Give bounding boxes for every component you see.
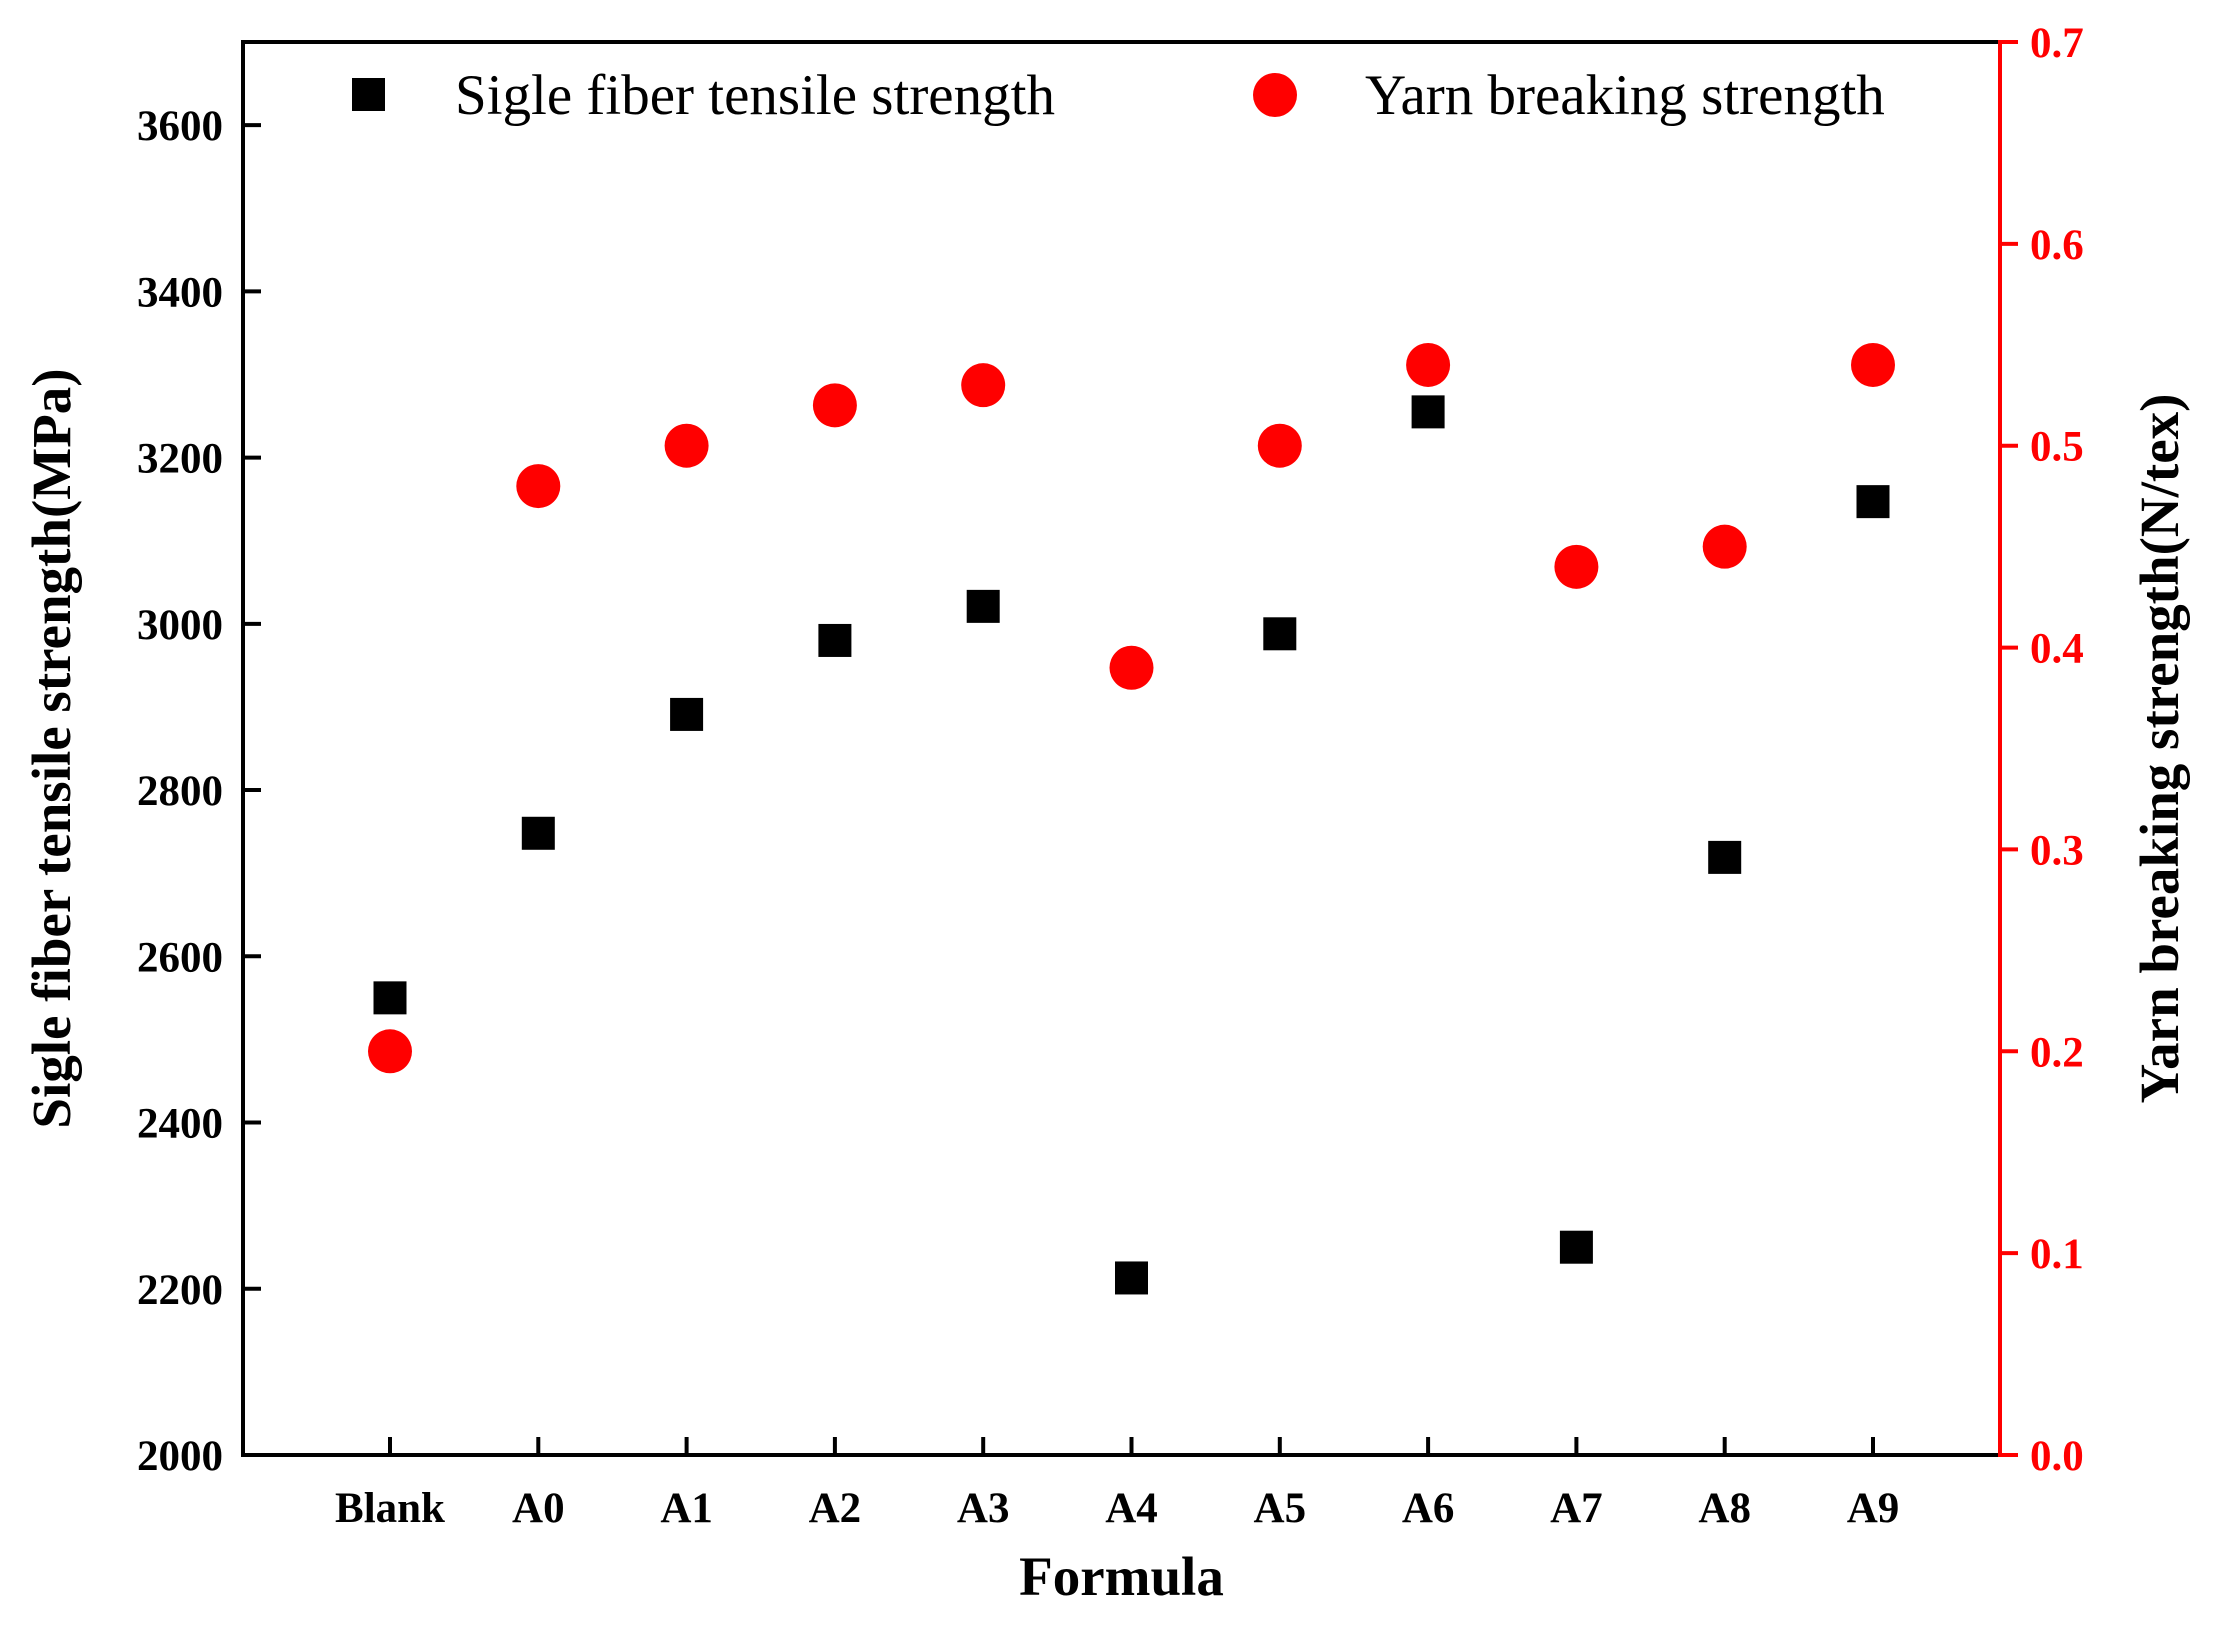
yarn-strength-point (1702, 524, 1747, 569)
y2-tick-label: 0.7 (2030, 20, 2084, 67)
legend-label-yarn: Yarn breaking strength (1365, 64, 1885, 127)
y2-tick-label: 0.3 (2030, 827, 2084, 874)
y-tick-label: 3400 (137, 269, 223, 316)
y-tick-label: 3000 (137, 602, 223, 649)
legend: Sigle fiber tensile strength Yarn breaki… (352, 64, 1885, 127)
y-tick-label: 3600 (137, 103, 223, 150)
fiber-strength-point (1263, 617, 1297, 651)
ticks: 2000 2200 2400 2600 2800 3000 3200 3400 3600 0.0 0… (137, 20, 2084, 1532)
fiber-strength-point (1856, 485, 1890, 519)
data-marks (368, 342, 1895, 1295)
x-tick-label: A7 (1550, 1485, 1603, 1532)
x-tick-label: A3 (957, 1485, 1010, 1532)
y2-tick-label: 0.4 (2030, 626, 2084, 673)
y-tick-label: 2800 (137, 768, 223, 815)
y2-tick-label: 0.5 (2030, 424, 2084, 471)
axes (241, 40, 2002, 1457)
yarn-strength-point (812, 383, 857, 428)
y2-axis-title: Yarn breaking strength(N/tex) (2129, 394, 2190, 1104)
legend-marker-circle (1253, 73, 1297, 117)
yarn-strength-point (664, 423, 709, 468)
fiber-strength-point (670, 697, 704, 731)
legend-label-fiber: Sigle fiber tensile strength (455, 64, 1055, 127)
yarn-strength-point (516, 464, 561, 509)
x-tick-label: A0 (512, 1485, 565, 1532)
y-tick-label: 2400 (137, 1101, 223, 1148)
x-axis-title: Formula (1019, 1546, 1224, 1607)
y-tick-label: 2600 (137, 934, 223, 981)
x-tick-label: A8 (1698, 1485, 1751, 1532)
y-tick-label: 2000 (137, 1433, 223, 1480)
fiber-strength-point (373, 981, 407, 1015)
fiber-strength-point (521, 816, 555, 850)
yarn-strength-point (1851, 342, 1895, 387)
fiber-strength-point (1115, 1261, 1148, 1295)
yarn-strength-point (1406, 342, 1451, 387)
yarn-strength-point (1257, 423, 1302, 468)
x-tick-label: A2 (809, 1485, 862, 1532)
fiber-strength-point (818, 623, 852, 657)
y2-tick-label: 0.2 (2030, 1029, 2084, 1076)
yarn-strength-point (1109, 645, 1154, 690)
yarn-strength-point (961, 363, 1006, 408)
fiber-strength-point (1411, 395, 1445, 429)
fiber-strength-point (966, 589, 1000, 623)
legend-marker-square (352, 78, 385, 111)
y2-tick-label: 0.1 (2030, 1231, 2084, 1278)
y2-tick-label: 0.6 (2030, 222, 2084, 269)
x-tick-label: A5 (1254, 1485, 1307, 1532)
y-axis-title: Sigle fiber tensile strength(MPa) (21, 368, 82, 1128)
x-tick-label: A6 (1402, 1485, 1455, 1532)
x-tick-label: A9 (1847, 1485, 1900, 1532)
yarn-strength-point (368, 1029, 412, 1074)
x-tick-label: A4 (1105, 1485, 1158, 1532)
fiber-strength-point (1708, 840, 1742, 874)
x-tick-label: Blank (335, 1485, 445, 1532)
y-tick-label: 3200 (137, 436, 223, 483)
y-tick-label: 2200 (137, 1267, 223, 1314)
fiber-strength-point (1559, 1230, 1593, 1264)
yarn-strength-point (1554, 544, 1599, 589)
y2-tick-label: 0.0 (2030, 1433, 2084, 1480)
x-tick-label: A1 (660, 1485, 713, 1532)
